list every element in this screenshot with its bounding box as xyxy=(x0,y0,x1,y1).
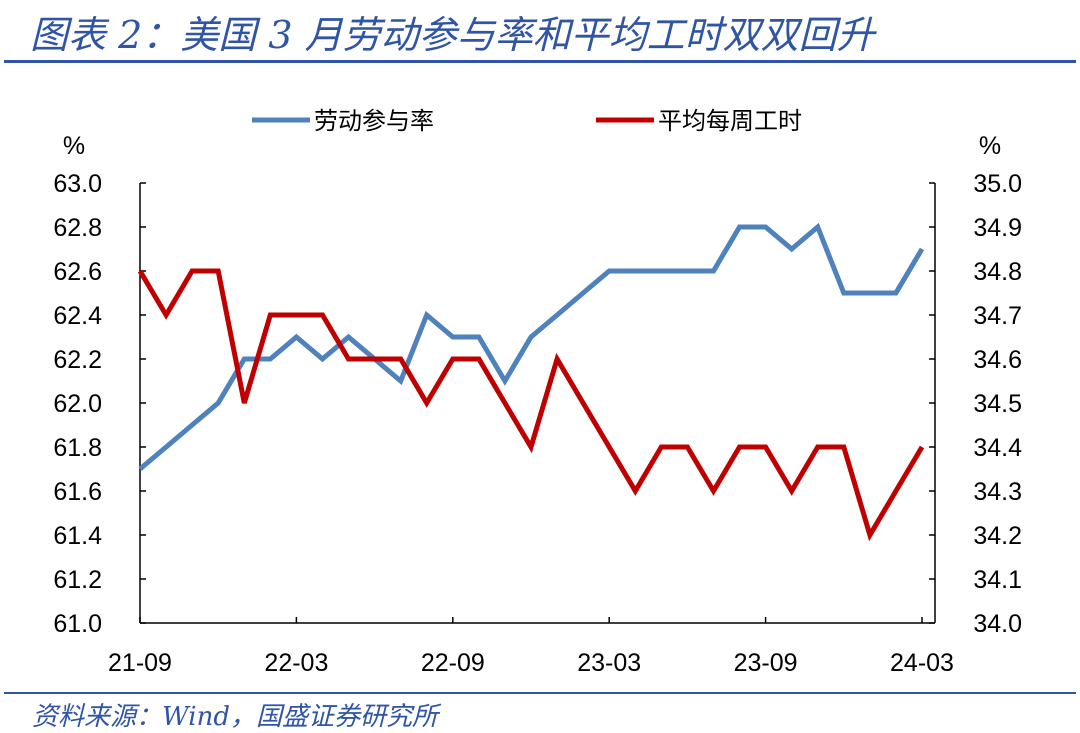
right-tick-label: 34.4 xyxy=(973,434,1022,462)
series-line-weekly-hours xyxy=(137,268,925,542)
left-tick-label: 62.2 xyxy=(53,346,102,374)
left-tick-label: 62.0 xyxy=(53,390,102,418)
source-note: 资料来源：Wind，国盛证券研究所 xyxy=(32,702,438,732)
legend: 劳动参与率 平均每周工时 xyxy=(252,107,802,135)
x-tick-label: 24-03 xyxy=(890,649,954,677)
left-tick-label: 62.8 xyxy=(53,214,102,242)
x-tick-label: 23-09 xyxy=(734,649,798,677)
axes: 61.0 61.2 61.4 61.6 61.8 62.0 62.2 62.4 62.6 62.8… xyxy=(53,132,1022,677)
left-axis-unit: % xyxy=(63,132,85,160)
left-tick-label: 62.4 xyxy=(53,302,102,330)
right-tick-label: 34.2 xyxy=(973,522,1022,550)
left-tick-label: 61.8 xyxy=(53,434,102,462)
series-line-labor-participation xyxy=(138,222,925,471)
footer-divider xyxy=(4,692,1076,694)
left-tick-label: 61.4 xyxy=(53,522,102,550)
left-tick-label: 61.0 xyxy=(53,610,102,638)
title-divider xyxy=(4,60,1076,63)
right-tick-label: 34.5 xyxy=(973,390,1022,418)
x-tick-label: 22-03 xyxy=(264,649,328,677)
right-tick-label: 34.7 xyxy=(973,302,1022,330)
right-tick-label: 34.6 xyxy=(973,346,1022,374)
left-tick-label: 61.6 xyxy=(53,478,102,506)
left-tick-label: 61.2 xyxy=(53,566,102,594)
right-tick-label: 34.9 xyxy=(973,214,1022,242)
x-tick-label: 22-09 xyxy=(421,649,485,677)
series-lines xyxy=(137,222,925,542)
legend-label-labor-participation: 劳动参与率 xyxy=(314,107,434,135)
right-axis-unit: % xyxy=(979,132,1001,160)
right-tick-label: 35.0 xyxy=(973,170,1022,198)
left-tick-label: 63.0 xyxy=(53,170,102,198)
right-tick-label: 34.0 xyxy=(973,610,1022,638)
chart-title: 图表 2：美国 3 月劳动参与率和平均工时双双回升 xyxy=(30,13,875,57)
left-tick-label: 62.6 xyxy=(53,258,102,286)
legend-label-weekly-hours: 平均每周工时 xyxy=(658,107,802,135)
x-tick-label: 23-03 xyxy=(577,649,641,677)
x-tick-label: 21-09 xyxy=(108,649,172,677)
right-tick-label: 34.1 xyxy=(973,566,1022,594)
right-tick-label: 34.3 xyxy=(973,478,1022,506)
right-tick-label: 34.8 xyxy=(973,258,1022,286)
